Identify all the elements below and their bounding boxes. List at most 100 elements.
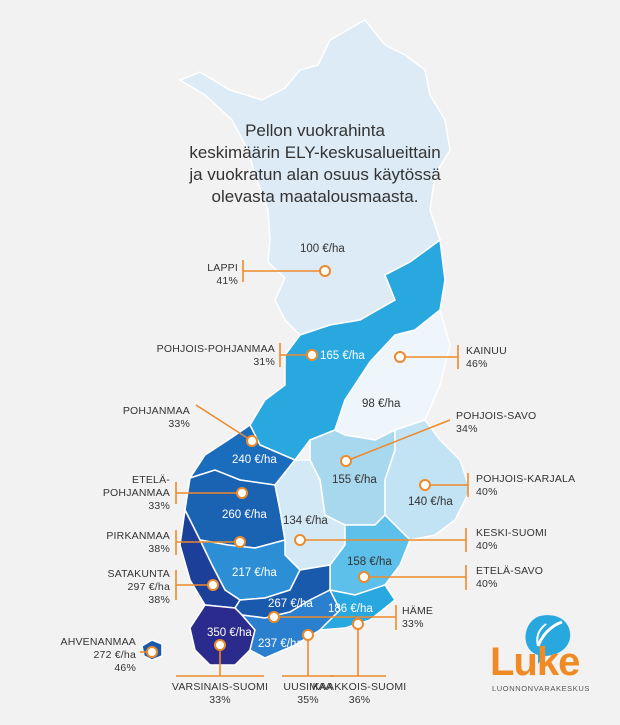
leader-hame [274,605,397,630]
label-pohjois-savo: POHJOIS-SAVO 34% [456,410,536,436]
logo-subtitle: LUONNONVARAKESKUS [492,684,590,693]
marker-keski-suomi [294,534,306,546]
region-share: 33% [402,618,424,630]
price-pohjanmaa: 240 €/ha [232,454,277,466]
price-etela-savo: 158 €/ha [347,556,392,568]
price-pohjois-pohjanmaa: 165 €/ha [320,350,365,362]
region-lappi[interactable] [178,19,451,336]
price-lappi: 100 €/ha [300,243,345,255]
price-etela-pohjanmaa: 260 €/ha [222,509,267,521]
region-varsinais-suomi[interactable] [189,604,256,666]
marker-hame [268,611,280,623]
leader-pohjois-savo [345,419,451,462]
region-name: KAINUU [466,345,507,357]
region-name: SATAKUNTA [107,568,170,580]
region-share: 46% [466,358,488,370]
region-name: KAAKKOIS-SUOMI [312,681,407,693]
leader-kainuu [400,345,459,369]
marker-satakunta [207,579,219,591]
region-name: KESKI-SUOMI [476,527,548,539]
price-kaakkois-suomi: 186 €/ha [328,603,373,615]
region-share: 46% [114,662,136,674]
region-name-line: ETELÄ- [132,474,170,486]
price-uusimaa: 237 €/ha [258,638,303,650]
label-kaakkois-suomi: KAAKKOIS-SUOMI 36% [312,681,407,707]
leader-etela-pohjanmaa [175,482,242,504]
label-pohjois-pohjanmaa: POHJOIS-POHJANMAA 31% [140,343,275,369]
leader-kaakkois-suomi [330,624,386,677]
region-share: 35% [297,694,319,706]
leader-satakunta [175,570,213,600]
label-varsinais-suomi: VARSINAIS-SUOMI 33% [165,681,275,707]
marker-uusimaa [302,629,314,641]
region-share: 33% [209,694,231,706]
price-pirkanmaa: 217 €/ha [232,567,277,579]
region-name: POHJANMAA [122,405,190,417]
region-share: 40% [476,486,498,498]
region-name: POHJOIS-POHJANMAA [156,343,275,355]
price-hame: 267 €/ha [268,598,313,610]
leader-etela-savo [364,565,467,590]
label-pohjois-karjala: POHJOIS-KARJALA 40% [476,473,575,499]
leader-keski-suomi [300,528,467,552]
leader-uusimaa [282,635,334,677]
region-share: 33% [168,418,190,430]
region-name: AHVENANMAA [60,636,136,648]
marker-etela-pohjanmaa [236,487,248,499]
region-share: 40% [476,578,498,590]
title-line: Pellon vuokrahinta [245,121,385,140]
region-name: LAPPI [207,262,238,274]
label-hame: HÄME 33% [402,605,433,631]
label-keski-suomi: KESKI-SUOMI 40% [476,527,547,553]
region-etela-savo[interactable] [329,513,411,596]
price-labels: 100 €/ha 165 €/ha 98 €/ha 240 €/ha 155 €… [207,243,453,650]
marker-pirkanmaa [234,536,246,548]
marker-pohjois-pohjanmaa [306,349,318,361]
marker-etela-savo [358,571,370,583]
region-share: 38% [148,543,170,555]
marker-ahvenanmaa [146,646,158,658]
price-varsinais-suomi: 350 €/ha [207,627,252,639]
region-share: 41% [216,275,238,287]
label-etela-savo: ETELÄ-SAVO 40% [476,565,543,591]
region-share: 36% [348,694,371,706]
label-ahvenanmaa: AHVENANMAA 272 €/ha 46% [50,636,136,675]
label-etela-pohjanmaa: ETELÄ- POHJANMAA 33% [90,474,170,513]
marker-pohjanmaa [246,435,258,447]
region-name: UUSIMAA [283,681,333,693]
region-price: 272 €/ha [93,649,136,661]
leader-pohjanmaa [195,404,253,442]
marker-kaakkois-suomi [352,618,364,630]
region-share: 34% [456,423,478,435]
region-name-line: POHJANMAA [102,487,170,499]
marker-pohjois-karjala [419,479,431,491]
title-line: olevasta maatalousmaasta. [211,187,419,206]
logo-wordmark: Luke [490,640,580,684]
region-name: POHJOIS-KARJALA [476,473,576,485]
leader-pohjois-karjala [425,473,469,497]
price-kainuu: 98 €/ha [362,398,401,410]
leader-pirkanmaa [175,530,240,555]
region-share: 38% [148,594,170,606]
map-title: Pellon vuokrahinta keskimäärin ELY-kesku… [150,120,480,208]
marker-varsinais-suomi [214,639,226,651]
region-share: 31% [253,356,275,368]
label-pirkanmaa: PIRKANMAA 38% [90,530,170,556]
price-keski-suomi: 134 €/ha [283,515,328,527]
region-share: 40% [476,540,498,552]
leaf-speech-bubble-icon [525,615,571,664]
marker-lappi [319,265,331,277]
title-line: ja vuokratun alan osuus käytössä [189,165,441,184]
marker-kainuu [394,351,406,363]
region-name: PIRKANMAA [106,530,170,542]
markers [146,265,431,658]
price-pohjois-karjala: 140 €/ha [408,496,453,508]
region-name: HÄME [402,605,434,617]
region-name: POHJOIS-SAVO [456,410,537,422]
label-kainuu: KAINUU 46% [466,345,507,371]
price-pohjois-savo: 155 €/ha [332,474,377,486]
label-satakunta: SATAKUNTA 297 €/ha 38% [90,568,170,607]
label-pohjanmaa: POHJANMAA 33% [100,405,190,431]
region-price: 297 €/ha [127,581,170,593]
